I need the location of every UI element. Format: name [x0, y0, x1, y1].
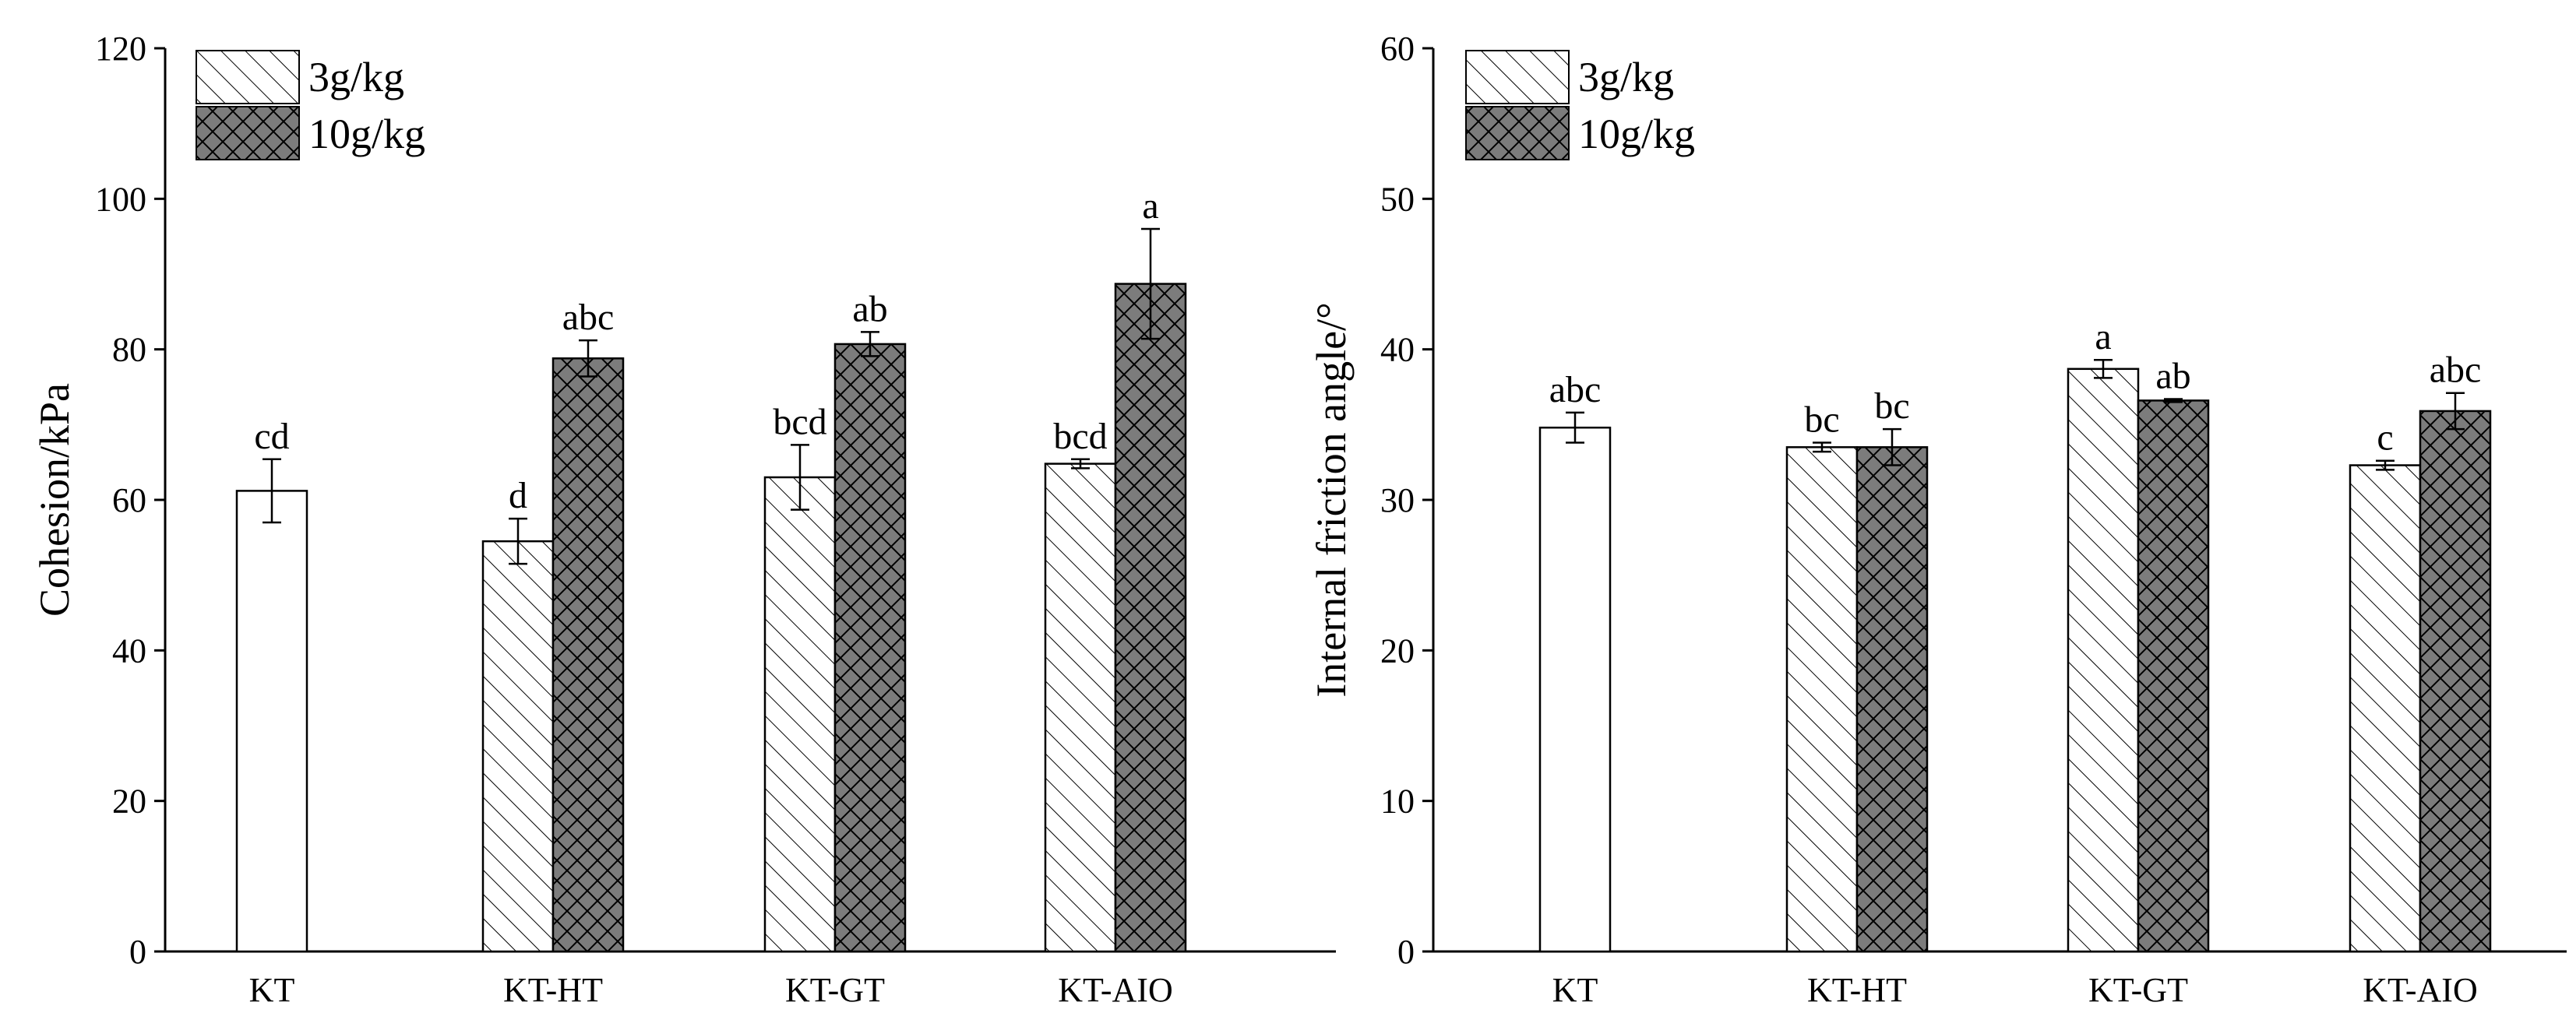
y-tick-label: 100 — [95, 180, 146, 218]
bar-kt-ht-10g — [551, 357, 625, 953]
y-tick-label: 40 — [112, 631, 146, 670]
y-tick-label: 20 — [1380, 631, 1415, 670]
legend-label-3g: 3g/kg — [1578, 54, 1674, 100]
bar-kt-aio-3g — [1044, 463, 1117, 953]
bar-kt-aio-10g — [1114, 283, 1187, 953]
legend: 3g/kg 10g/kg — [1465, 50, 1695, 160]
x-tick-label: KT-HT — [1807, 971, 1907, 1009]
significance-letter: cd — [254, 416, 289, 457]
legend-swatch-3g — [1465, 50, 1570, 104]
error-bar — [1141, 227, 1160, 340]
significance-letter: abc — [562, 297, 615, 338]
significance-letter: abc — [1549, 369, 1602, 410]
significance-letter: a — [2095, 316, 2111, 357]
y-tick-label: 60 — [1380, 30, 1415, 68]
x-tick-label: KT-AIO — [1058, 971, 1172, 1009]
significance-letter: c — [2377, 417, 2393, 459]
significance-letter: bc — [1804, 399, 1839, 441]
x-tick-label: KT-GT — [2088, 971, 2188, 1009]
significance-letter: abc — [2430, 350, 2482, 391]
y-tick-label: 0 — [1397, 933, 1415, 971]
error-bar — [1813, 441, 1831, 453]
y-axis-title: Cohesion/kPa — [31, 383, 78, 617]
bar-kt-aio-10g — [2419, 410, 2492, 953]
error-bar — [1071, 458, 1090, 470]
x-tick-label: KT — [249, 971, 295, 1009]
error-bar — [2446, 392, 2465, 431]
significance-letter: ab — [852, 288, 887, 329]
bar-kt-ht-3g — [481, 540, 555, 953]
significance-letter: bcd — [773, 401, 826, 442]
significance-letter: ab — [2155, 355, 2190, 396]
bar-kt-3g — [235, 490, 308, 953]
y-tick-label: 40 — [1380, 331, 1415, 369]
y-tick-label: 50 — [1380, 180, 1415, 218]
error-bar — [2376, 459, 2395, 471]
x-tick-label: KT-GT — [785, 971, 885, 1009]
bar-kt-gt-10g — [833, 343, 907, 953]
bar-kt-gt-3g — [2067, 368, 2140, 953]
y-tick-label: 120 — [95, 30, 146, 68]
bar-kt-ht-3g — [1785, 446, 1859, 953]
bar-kt-3g — [1538, 426, 1612, 953]
error-bar — [861, 331, 879, 357]
y-tick-label: 0 — [129, 933, 146, 971]
significance-letter: a — [1142, 185, 1158, 227]
error-bar — [579, 339, 597, 378]
legend: 3g/kg 10g/kg — [196, 50, 425, 160]
x-tick-label: KT — [1552, 971, 1598, 1009]
y-axis-title: Internal friction angle/° — [1308, 302, 1355, 697]
error-bar — [791, 444, 809, 511]
significance-letter: bcd — [1053, 416, 1107, 457]
y-tick-label: 80 — [112, 331, 146, 369]
bar-kt-gt-10g — [2137, 399, 2210, 953]
legend-label-10g: 10g/kg — [1578, 111, 1695, 157]
legend-label-10g: 10g/kg — [308, 111, 425, 157]
error-bar — [509, 517, 527, 565]
y-tick-label: 60 — [112, 481, 146, 519]
bar-kt-ht-10g — [1855, 446, 1929, 953]
legend-swatch-10g — [196, 106, 300, 160]
error-bar — [1883, 427, 1901, 466]
error-bar — [1566, 411, 1584, 444]
y-tick-label: 10 — [1380, 783, 1415, 821]
legend-swatch-3g — [196, 50, 300, 104]
error-bar — [2094, 358, 2113, 379]
significance-letter: bc — [1874, 385, 1909, 427]
error-bar — [2164, 398, 2183, 403]
bar-kt-gt-3g — [763, 476, 837, 953]
legend-swatch-10g — [1465, 106, 1570, 160]
error-bar — [263, 458, 281, 524]
x-tick-label: KT-AIO — [2363, 971, 2477, 1009]
y-tick-label: 20 — [112, 783, 146, 821]
x-tick-label: KT-HT — [503, 971, 603, 1009]
significance-letter: d — [509, 475, 527, 516]
y-tick-label: 30 — [1380, 481, 1415, 519]
legend-label-3g: 3g/kg — [308, 54, 404, 100]
bar-kt-aio-3g — [2349, 464, 2422, 953]
